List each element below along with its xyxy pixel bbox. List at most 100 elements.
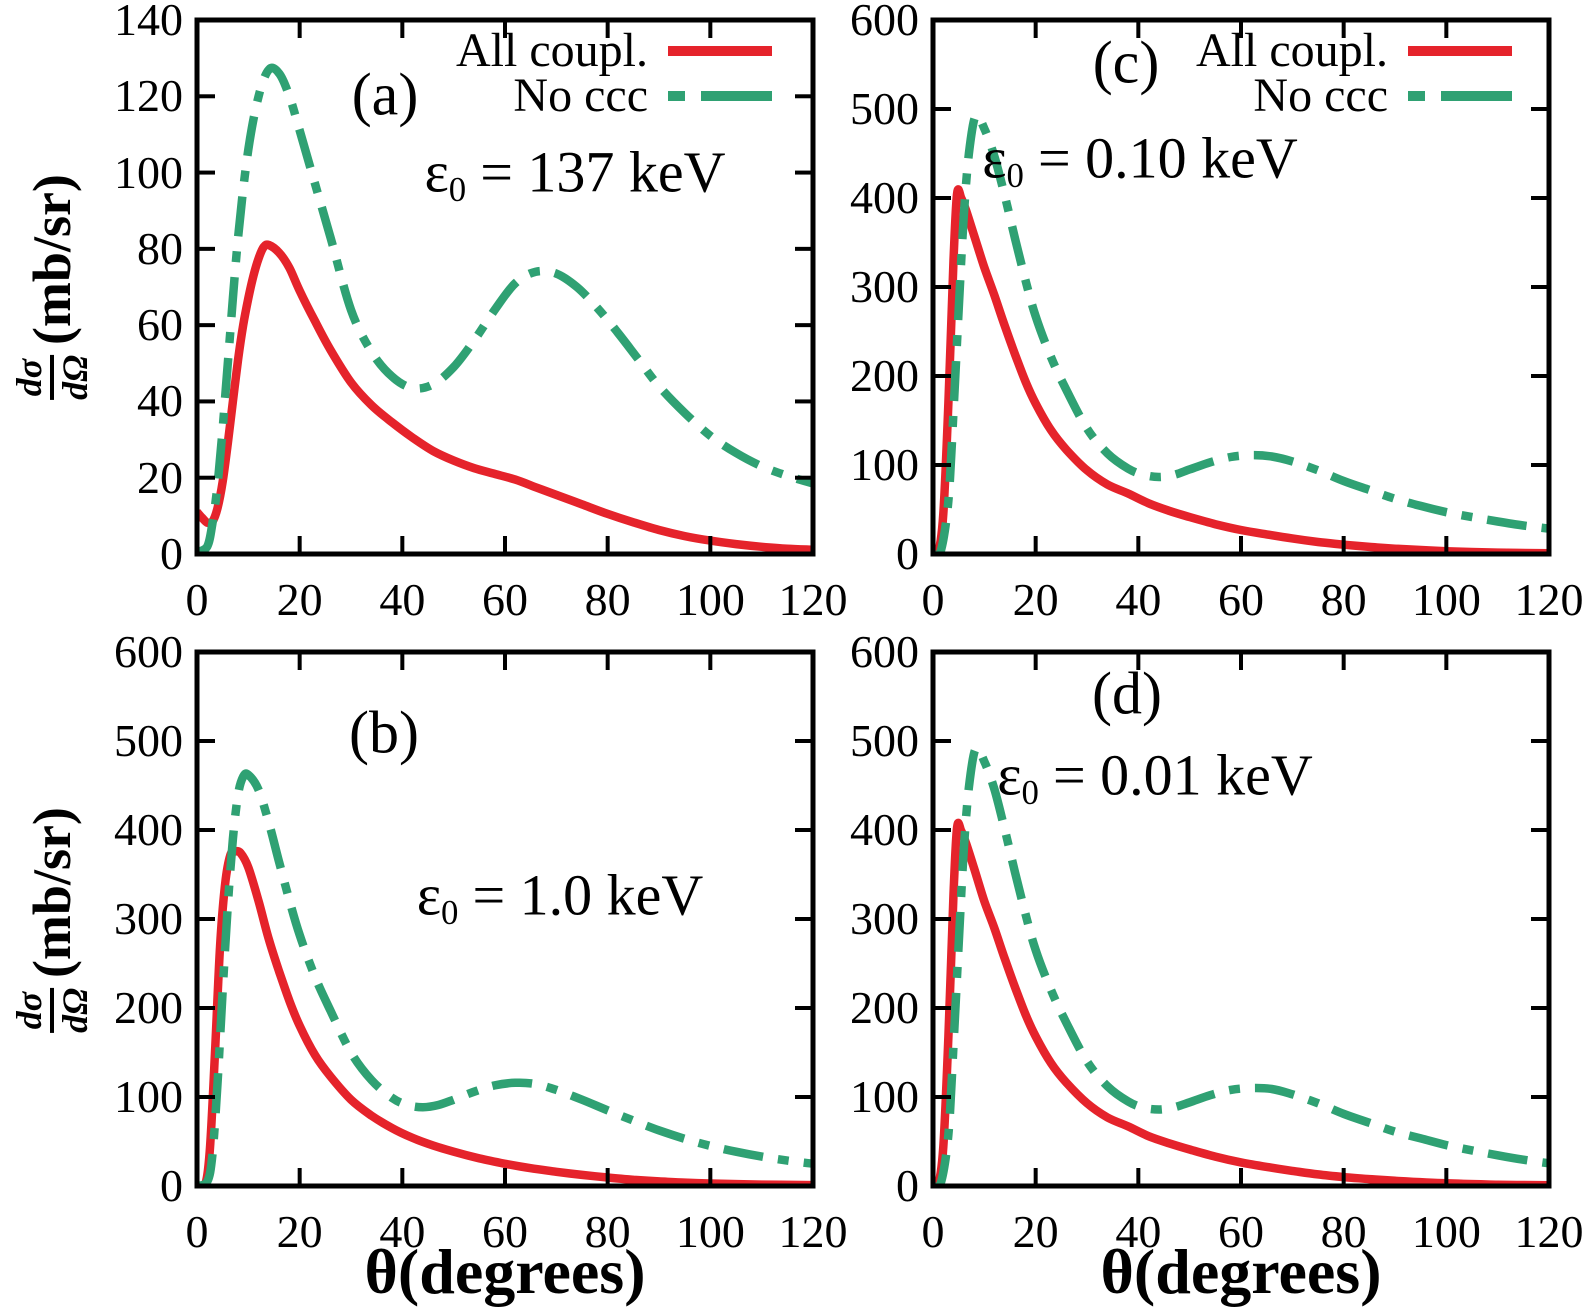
y-tick-label: 200 bbox=[114, 982, 183, 1033]
panel-a-label: (a) bbox=[351, 61, 419, 128]
legend-entry-all-coupl: All coupl. bbox=[1110, 26, 1512, 74]
y-tick-label: 600 bbox=[850, 0, 919, 45]
dsigma-domega-fraction: dσ dΩ bbox=[9, 355, 95, 400]
epsilon-symbol: ε bbox=[982, 125, 1007, 191]
legend-label-no-ccc: No ccc bbox=[1253, 68, 1388, 122]
energy-value: = 1.0 keV bbox=[472, 862, 704, 928]
x-tick-label: 120 bbox=[778, 574, 848, 625]
legend-panel-a: All coupl. No ccc bbox=[370, 23, 772, 122]
x-tick-label: 100 bbox=[1411, 1206, 1481, 1257]
axis-frame bbox=[930, 17, 1552, 557]
x-tick-label: 40 bbox=[1115, 1206, 1162, 1257]
solid-line-sample-icon bbox=[1408, 45, 1512, 56]
x-tick-label: 60 bbox=[1218, 1206, 1264, 1257]
fraction-bar bbox=[50, 988, 54, 1033]
curve-no-ccc bbox=[933, 743, 1549, 1186]
y-tick-label: 100 bbox=[114, 146, 183, 198]
y-tick-label: 400 bbox=[114, 804, 183, 855]
fraction-bar bbox=[50, 355, 54, 400]
panel-b-label: (b) bbox=[349, 699, 419, 766]
y-tick-label: 0 bbox=[896, 1160, 919, 1211]
curve-all-coupl bbox=[197, 846, 813, 1186]
fraction-denominator: dΩ bbox=[55, 355, 95, 400]
curve-no-ccc bbox=[197, 769, 813, 1186]
panel-b-plot bbox=[194, 649, 816, 1189]
x-tick-label: 120 bbox=[1514, 1206, 1584, 1257]
epsilon-symbol: ε bbox=[416, 862, 442, 928]
solid-line-sample-icon bbox=[668, 45, 772, 56]
y-tick-label: 300 bbox=[850, 893, 919, 944]
x-tick-label: 80 bbox=[1320, 1206, 1367, 1257]
y-tick-label: 500 bbox=[114, 715, 183, 766]
axis-frame bbox=[194, 17, 816, 557]
x-tick-label: 80 bbox=[584, 574, 631, 625]
x-tick-label: 60 bbox=[482, 1206, 528, 1257]
epsilon-subscript: 0 bbox=[448, 170, 467, 210]
x-tick-label: 100 bbox=[1411, 574, 1481, 625]
panel-d-plot bbox=[930, 649, 1552, 1189]
x-tick-label: 20 bbox=[1012, 1206, 1059, 1257]
y-tick-label: 500 bbox=[850, 715, 919, 766]
epsilon-symbol: ε bbox=[424, 139, 449, 205]
x-tick-label: 20 bbox=[1012, 574, 1059, 625]
panel-d-energy-annotation: ε0 = 0.01 keV bbox=[997, 742, 1313, 813]
panel-a-plot bbox=[194, 17, 816, 557]
y-tick-label: 40 bbox=[137, 375, 183, 427]
y-axis-label-bottom-row: dσ dΩ (mb/sr) bbox=[9, 807, 95, 1033]
y-axis-units: (mb/sr) bbox=[22, 174, 82, 346]
x-tick-label: 120 bbox=[778, 1206, 848, 1257]
y-tick-label: 300 bbox=[850, 261, 919, 312]
x-tick-label: 40 bbox=[379, 1206, 426, 1257]
y-tick-label: 60 bbox=[137, 299, 183, 351]
x-tick-label: 0 bbox=[921, 1206, 945, 1257]
fraction-numerator: dσ bbox=[9, 358, 49, 397]
x-tick-label: 100 bbox=[675, 1206, 745, 1257]
curve-all-coupl bbox=[933, 818, 1549, 1186]
y-tick-label: 100 bbox=[850, 439, 919, 490]
x-axis-label-left: θ(degrees) bbox=[364, 1236, 646, 1307]
legend-entry-no-ccc: No ccc bbox=[1110, 68, 1512, 122]
y-tick-label: 140 bbox=[114, 0, 183, 45]
curve-all-coupl bbox=[933, 185, 1549, 554]
legend-panel-c: All coupl. No ccc bbox=[1110, 26, 1512, 122]
legend-label-no-ccc: No ccc bbox=[513, 68, 648, 122]
energy-value: = 137 keV bbox=[480, 139, 726, 205]
y-tick-label: 0 bbox=[896, 528, 919, 579]
y-tick-label: 600 bbox=[114, 626, 183, 677]
curve-no-ccc bbox=[933, 110, 1549, 554]
legend-entry-no-ccc: No ccc bbox=[370, 68, 772, 122]
y-tick-label: 20 bbox=[137, 451, 183, 503]
y-tick-label: 100 bbox=[850, 1071, 919, 1122]
dashdot-line-sample-icon bbox=[668, 90, 772, 101]
y-tick-label: 120 bbox=[114, 70, 183, 122]
x-tick-label: 40 bbox=[1115, 574, 1162, 625]
epsilon-subscript: 0 bbox=[1021, 773, 1039, 813]
fraction-denominator: dΩ bbox=[55, 988, 95, 1033]
x-tick-label: 0 bbox=[921, 574, 945, 625]
axis-frame bbox=[194, 649, 816, 1189]
energy-value: = 0.10 keV bbox=[1037, 125, 1298, 191]
y-tick-label: 80 bbox=[137, 222, 183, 274]
y-tick-label: 100 bbox=[114, 1071, 183, 1122]
dsigma-domega-fraction: dσ dΩ bbox=[9, 988, 95, 1033]
legend-label-all-coupl: All coupl. bbox=[456, 23, 648, 77]
x-tick-label: 20 bbox=[276, 574, 323, 625]
y-tick-label: 500 bbox=[850, 83, 919, 134]
x-tick-label: 0 bbox=[185, 1206, 209, 1257]
y-tick-label: 200 bbox=[850, 982, 919, 1033]
y-axis-units: (mb/sr) bbox=[22, 807, 82, 979]
panel-d-label: (d) bbox=[1092, 660, 1162, 727]
fraction-numerator: dσ bbox=[9, 991, 49, 1030]
panel-c-label: (c) bbox=[1092, 29, 1160, 96]
x-tick-label: 0 bbox=[185, 574, 209, 625]
panel-a-energy-annotation: ε0 = 137 keV bbox=[424, 139, 726, 210]
x-tick-label: 60 bbox=[482, 574, 528, 625]
y-tick-label: 200 bbox=[850, 350, 919, 401]
dashdot-line-sample-icon bbox=[1408, 90, 1512, 101]
x-tick-label: 20 bbox=[276, 1206, 323, 1257]
y-tick-label: 0 bbox=[160, 528, 183, 579]
panel-c-energy-annotation: ε0 = 0.10 keV bbox=[982, 125, 1298, 194]
x-tick-label: 100 bbox=[675, 574, 745, 625]
x-tick-label: 80 bbox=[1320, 574, 1367, 625]
